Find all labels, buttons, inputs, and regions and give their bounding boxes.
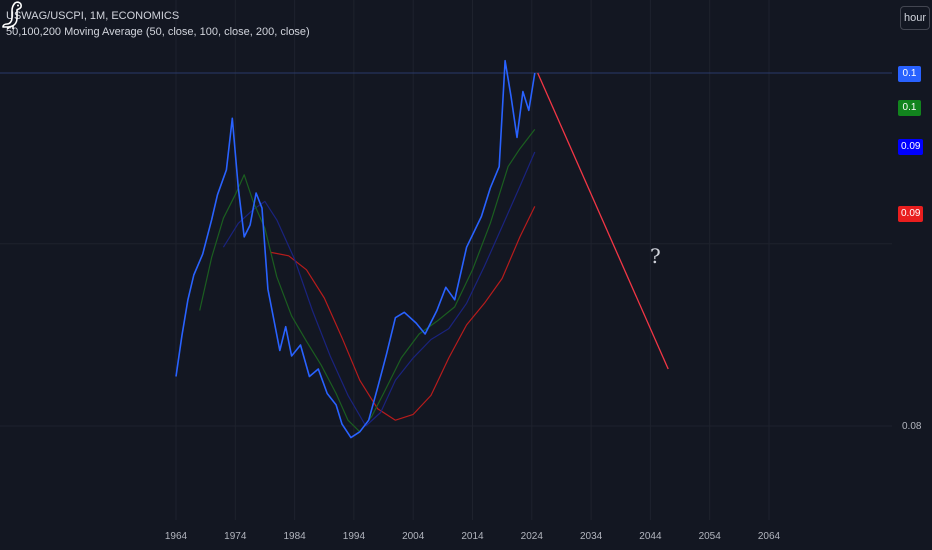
symbol-title[interactable]: USWAG/USCPI, 1M, ECONOMICS xyxy=(6,10,180,22)
series-line-ma100[interactable] xyxy=(222,151,536,427)
indicator-legend[interactable]: 50,100,200 Moving Average (50, close, 10… xyxy=(6,26,310,38)
x-tick-label: 2054 xyxy=(698,531,721,542)
x-tick-label: 2004 xyxy=(402,531,425,542)
x-tick-label: 1974 xyxy=(224,531,247,542)
series-lines xyxy=(175,59,669,439)
x-tick-label: 1994 xyxy=(342,531,366,542)
dinosaur-logo-icon[interactable] xyxy=(0,0,26,30)
x-tick-label: 2044 xyxy=(639,531,662,542)
series-line-price[interactable] xyxy=(175,59,536,439)
projection-line[interactable] xyxy=(537,72,669,370)
price-label-ma200: 0.09 xyxy=(898,206,924,222)
price-label-ma100: 0.09 xyxy=(898,139,924,155)
x-tick-label: 1964 xyxy=(164,531,188,542)
timeframe-hour-button[interactable]: hour xyxy=(900,6,930,30)
x-tick-label: 2034 xyxy=(579,531,603,542)
series-line-ma50[interactable] xyxy=(199,129,536,433)
x-tick-label: 2064 xyxy=(757,531,781,542)
series-line-ma200[interactable] xyxy=(270,206,536,421)
x-tick-label: 1984 xyxy=(283,531,306,542)
price-label-ma50: 0.1 xyxy=(898,100,921,116)
x-tick-label: 2014 xyxy=(461,531,484,542)
x-tick-label: 2024 xyxy=(520,531,543,542)
y-tick-label: 0.08 xyxy=(902,421,922,432)
question-annotation: ? xyxy=(650,244,661,268)
price-label-last: 0.1 xyxy=(898,66,921,82)
grid-lines xyxy=(0,0,892,520)
